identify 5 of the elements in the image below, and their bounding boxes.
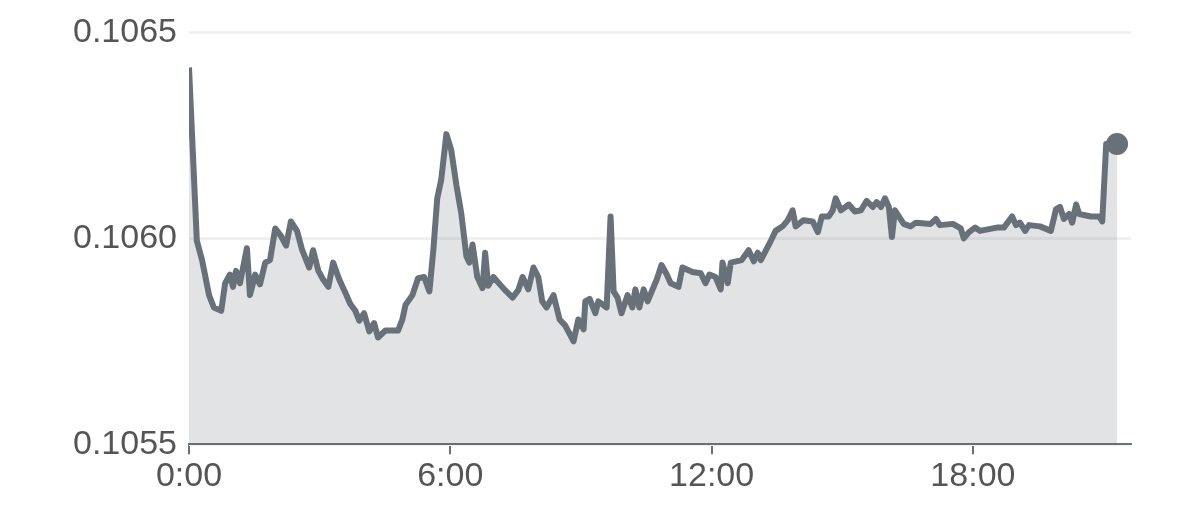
y-tick-label: 0.1065 <box>73 10 177 49</box>
x-tick-label: 18:00 <box>930 454 1016 493</box>
x-tick-label: 12:00 <box>669 454 755 493</box>
x-tick-label: 6:00 <box>417 454 484 493</box>
y-tick-label: 0.1060 <box>73 216 177 255</box>
